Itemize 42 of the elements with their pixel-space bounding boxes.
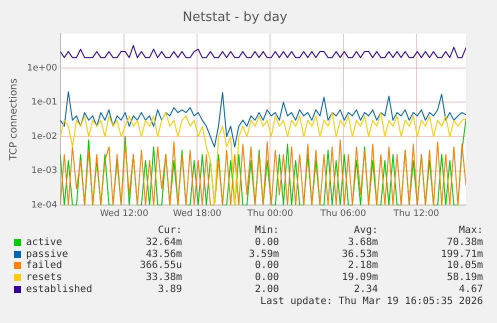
text: 366.55u: [140, 260, 182, 272]
text: 70.38m: [446, 236, 483, 249]
text: 2.18m: [348, 260, 378, 272]
text: 10.05m: [446, 260, 483, 272]
y-tick-label: 1e-04: [31, 200, 58, 211]
text: 0.00: [254, 236, 279, 249]
text: 19.09m: [342, 272, 378, 284]
text: Min:: [254, 225, 279, 237]
x-tick-label: Thu 12:00: [392, 208, 440, 219]
y-tick-label: 1e-02: [31, 132, 58, 142]
text: 2.00: [254, 284, 279, 296]
text: 4.67: [458, 284, 483, 296]
text: 3.68m: [348, 236, 378, 249]
legend-label: established: [26, 284, 92, 296]
text: 2.34: [354, 284, 378, 296]
text: 33.38m: [146, 272, 182, 284]
text: Max:: [458, 225, 483, 237]
legend-label: resets: [26, 272, 62, 284]
chart-title: Netstat - by day: [182, 10, 288, 26]
text: Avg:: [354, 225, 378, 237]
text: 58.19m: [446, 272, 483, 284]
y-tick-label: 1e+00: [26, 63, 58, 74]
legend-label: failed: [26, 260, 62, 272]
y-tick-label: 1e-03: [31, 166, 58, 176]
text: 0.00: [254, 260, 279, 272]
text: 199.71m: [440, 248, 483, 260]
y-tick-label: 1e-01: [31, 98, 58, 108]
y-axis-title: TCP connections: [8, 78, 20, 162]
x-tick-label: Wed 18:00: [172, 208, 222, 219]
legend-label: passive: [26, 248, 68, 260]
text: 3.89: [158, 284, 182, 296]
text: 32.64m: [146, 236, 182, 249]
text: 0.00: [254, 272, 279, 284]
legend-label: active: [26, 236, 62, 249]
text: 36.53m: [342, 248, 378, 260]
text: Cur:: [158, 225, 182, 237]
text: 3.59m: [248, 248, 279, 260]
text: 43.56m: [146, 248, 182, 260]
x-tick-label: Thu 06:00: [319, 208, 366, 219]
x-tick-label: Thu 00:00: [246, 208, 294, 219]
text: Last update: Thu Mar 19 16:05:35 2026: [260, 296, 483, 308]
x-tick-label: Wed 12:00: [100, 208, 149, 219]
